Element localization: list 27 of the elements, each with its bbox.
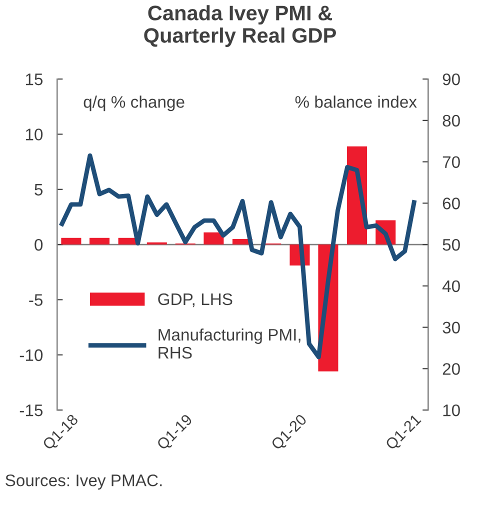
y-tick-label: 15 <box>26 74 43 86</box>
y2-tick-label: 20 <box>442 363 460 375</box>
bar <box>61 238 82 245</box>
bar <box>146 242 167 245</box>
bar <box>204 232 224 245</box>
y2-tick-label: 70 <box>442 156 460 168</box>
y2-tick-label: 80 <box>442 114 460 127</box>
y-tick-label: -15 <box>20 404 43 416</box>
y-tick-label: 0 <box>34 238 43 251</box>
y-tick-label: -5 <box>29 294 43 306</box>
y-tick-label: 5 <box>34 184 43 196</box>
y2-tick-label: 10 <box>443 404 460 416</box>
y2-tick-label: 90 <box>442 73 460 86</box>
y-tick-label: 10 <box>26 128 43 140</box>
source-note: Sources: Ivey PMAC. <box>6 474 162 490</box>
y2-tick-label: 60 <box>442 198 460 210</box>
legend-label: Manufacturing PMI, RHS <box>158 328 300 359</box>
y-tick-label: -10 <box>20 349 43 362</box>
y2-tick-label: 40 <box>442 280 460 292</box>
y2-tick-label: 50 <box>442 238 460 251</box>
y2-tick-label: 30 <box>442 322 460 334</box>
y2-axis-title: % balance index <box>295 96 417 108</box>
line-series <box>60 153 416 360</box>
legend-label: GDP, LHS <box>158 293 232 308</box>
chart-title: Canada Ivey PMI & Quarterly Real GDP <box>144 5 336 47</box>
bar <box>90 238 110 245</box>
y-axis-title: q/q % change <box>84 96 184 112</box>
